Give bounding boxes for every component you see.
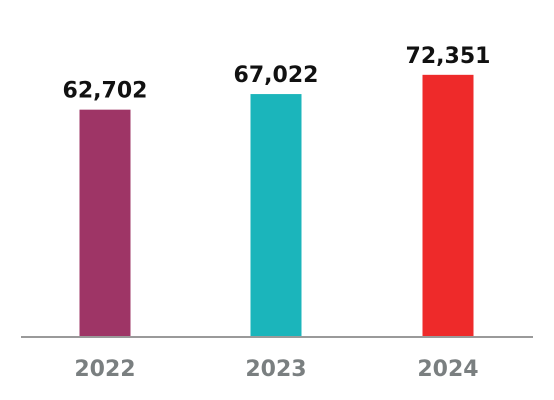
bar-2022 bbox=[79, 109, 131, 336]
x-tick-label-2024: 2024 bbox=[417, 357, 478, 382]
bar-2023 bbox=[250, 94, 302, 336]
bars-group bbox=[79, 74, 474, 336]
value-label-2024: 72,351 bbox=[406, 44, 491, 69]
bar-2024 bbox=[422, 74, 474, 336]
value-label-2022: 62,702 bbox=[63, 79, 148, 104]
value-labels-group: 62,702 67,022 72,351 bbox=[63, 44, 491, 104]
value-label-2023: 67,022 bbox=[234, 63, 319, 88]
tick-labels-group: 2022 2023 2024 bbox=[74, 357, 478, 382]
x-tick-label-2022: 2022 bbox=[74, 357, 135, 382]
x-tick-label-2023: 2023 bbox=[245, 357, 306, 382]
